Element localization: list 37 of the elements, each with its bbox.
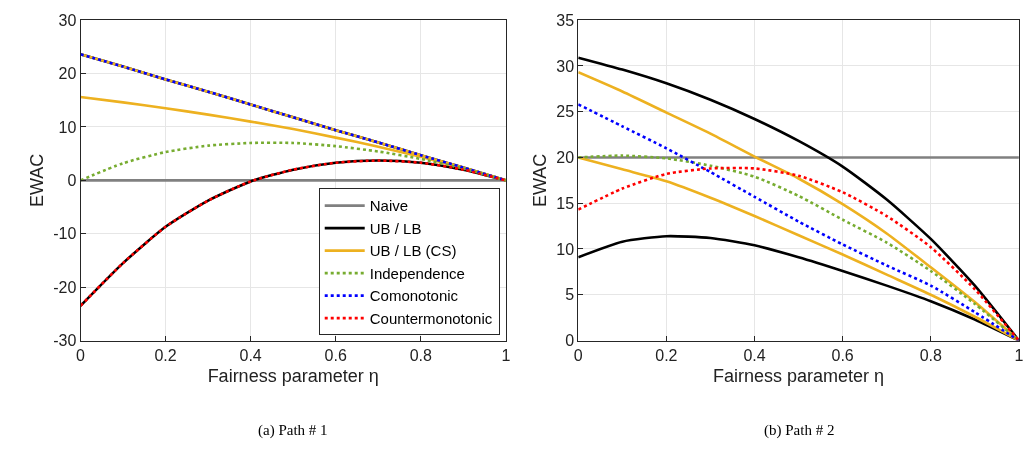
y-tick-label: 20 xyxy=(58,65,77,83)
legend-label: Naive xyxy=(369,197,409,215)
x-tick-label: 0.4 xyxy=(239,346,262,364)
x-axis-title: Fairness parameter η xyxy=(713,365,885,386)
x-tick-label: 0.2 xyxy=(655,346,678,364)
y-tick-label: -20 xyxy=(53,278,77,296)
y-tick-label: 30 xyxy=(556,57,575,75)
x-axis-title: Fairness parameter η xyxy=(207,365,379,386)
x-tick-label: 0.6 xyxy=(831,346,854,364)
y-tick-label: 25 xyxy=(556,103,575,121)
legend-label: UB / LB (CS) xyxy=(369,242,457,260)
legend-label: Independence xyxy=(369,264,465,282)
legend-label: UB / LB xyxy=(369,219,422,237)
y-tick-label: 20 xyxy=(556,149,575,167)
x-tick-label: 0.4 xyxy=(743,346,766,364)
y-tick-label: 35 xyxy=(556,11,575,29)
x-tick-label: 0.2 xyxy=(154,346,177,364)
y-tick-label: 0 xyxy=(67,171,77,189)
text: (b) Path # 2 xyxy=(764,422,835,439)
y-tick-label: 15 xyxy=(556,194,575,212)
y-tick-label: 10 xyxy=(58,118,77,136)
y-tick-label: 0 xyxy=(565,332,575,350)
y-tick-label: -30 xyxy=(53,332,77,350)
y-tick-label: 30 xyxy=(58,11,77,29)
text: (a) Path # 1 xyxy=(258,422,328,439)
y-tick-label: 10 xyxy=(556,240,575,258)
x-tick-label: 0.6 xyxy=(324,346,347,364)
legend-label: Countermonotonic xyxy=(369,309,493,327)
y-tick-label: -10 xyxy=(53,225,77,243)
x-tick-label: 0.8 xyxy=(409,346,432,364)
legend-label: Comonotonic xyxy=(369,287,459,305)
x-tick-label: 1 xyxy=(1014,346,1024,364)
x-tick-label: 1 xyxy=(501,346,511,364)
y-tick-label: 5 xyxy=(565,286,575,304)
x-tick-label: 0.8 xyxy=(919,346,942,364)
y-axis-title: EWAC xyxy=(530,153,551,208)
y-axis-title: EWAC xyxy=(27,153,48,208)
